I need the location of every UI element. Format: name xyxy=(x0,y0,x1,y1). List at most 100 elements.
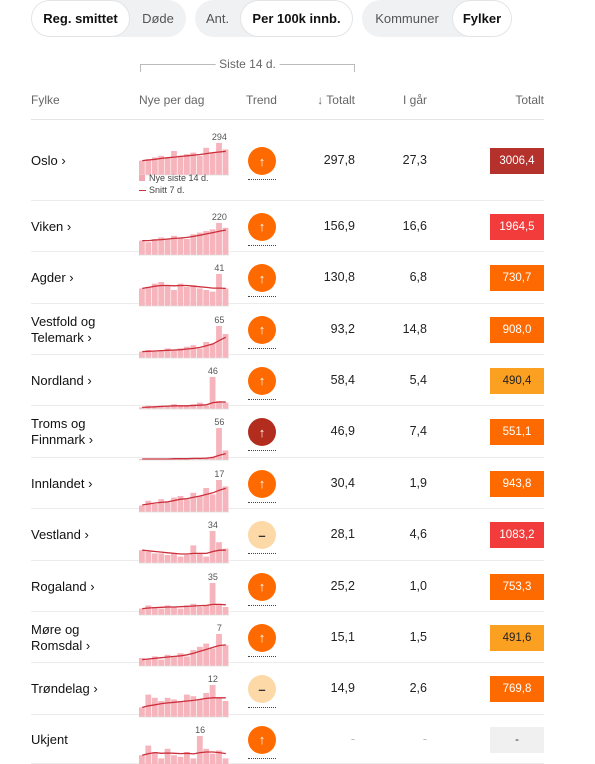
trend-flat-icon[interactable]: – xyxy=(248,521,276,549)
sparkline-bar xyxy=(203,748,210,764)
header-trend[interactable]: Trend xyxy=(246,93,277,107)
table-row[interactable]: Nordland › 46 ↑ 58,4 5,4 490,4 xyxy=(31,355,544,409)
sparkline-bar xyxy=(151,697,158,717)
sparkline-chart: 41 xyxy=(139,258,229,307)
table-row[interactable]: Agder › 41 ↑ 130,8 6,8 730,7 xyxy=(31,252,544,307)
toggle-option[interactable]: Per 100k innb. xyxy=(240,0,353,37)
table-row[interactable]: Vestland › 34 – 28,1 4,6 1083,2 xyxy=(31,509,544,564)
trend-up-icon[interactable]: ↑ xyxy=(248,147,276,175)
county-name-link[interactable]: Vestfold og Telemark › xyxy=(31,313,96,345)
sparkline-bar xyxy=(164,555,171,563)
legend-line-swatch xyxy=(139,190,146,192)
total-badge: 730,7 xyxy=(490,265,544,291)
table-row[interactable]: Troms og Finnmark › 56 ↑ 46,9 7,4 551,1 xyxy=(31,406,544,461)
header-fylke[interactable]: Fylke xyxy=(31,93,60,107)
sparkline-bar xyxy=(151,406,158,409)
trend-up-icon[interactable]: ↑ xyxy=(248,418,276,446)
sparkline-bar xyxy=(216,143,222,175)
county-name-link[interactable]: Møre og Romsdal › xyxy=(31,621,91,653)
trend-up-icon[interactable]: ↑ xyxy=(248,725,276,754)
table-row[interactable]: Møre og Romsdal › 7 ↑ 15,1 1,5 491,6 xyxy=(31,612,544,666)
trend-up-icon[interactable]: ↑ xyxy=(248,366,276,395)
sparkline-chart: 16 xyxy=(139,720,229,764)
table-row[interactable]: Viken › 220 ↑ 156,9 16,6 1964,5 xyxy=(31,201,544,255)
sparkline-bar xyxy=(177,155,184,175)
sparkline-bar xyxy=(196,288,203,306)
sparkline-bar xyxy=(158,659,165,666)
county-name-link[interactable]: Innlandet › xyxy=(31,475,93,491)
total-badge: 908,0 xyxy=(490,316,544,343)
sparkline-bar xyxy=(158,405,165,409)
sparkline-chart: 294 xyxy=(139,127,229,176)
sparkline-bar xyxy=(216,633,222,666)
trend-up-icon[interactable]: ↑ xyxy=(248,469,276,498)
sparkline-bar xyxy=(145,241,152,255)
county-name-link[interactable]: Ukjent xyxy=(31,731,68,747)
sparkline-bar xyxy=(158,155,165,175)
trend-up-icon[interactable]: ↑ xyxy=(248,264,276,292)
toggle-option[interactable]: Døde xyxy=(142,11,174,26)
table-row[interactable]: Innlandet › 17 ↑ 30,4 1,9 943,8 xyxy=(31,458,544,512)
toggle-group-0: Reg. smittet Døde xyxy=(31,0,186,37)
county-name-link[interactable]: Viken › xyxy=(31,218,72,234)
sparkline-bar xyxy=(209,493,216,512)
sparkline-bar xyxy=(177,283,184,306)
sparkline-bar xyxy=(203,147,210,175)
sparkline-legend: Nye siste 14 d. Snitt 7 d. xyxy=(139,172,209,196)
sparkline-svg: 12 xyxy=(139,674,229,718)
table-row[interactable]: Vestfold og Telemark › 65 ↑ 93,2 14,8 908,0 xyxy=(31,304,544,358)
toggle-option[interactable]: Reg. smittet xyxy=(31,0,130,37)
county-name-link[interactable]: Vestland › xyxy=(31,527,89,542)
trend-underline xyxy=(248,553,276,554)
total-badge: 1964,5 xyxy=(490,213,544,240)
sparkline-bar xyxy=(164,604,171,615)
sparkline-svg: 220 xyxy=(139,212,229,255)
toggle-option[interactable]: Kommuner xyxy=(375,11,439,26)
sparkline-chart: 34 xyxy=(139,515,229,564)
sparkline-bar xyxy=(177,405,184,409)
trend-flat-icon[interactable]: – xyxy=(248,675,276,703)
county-name-link[interactable]: Agder › xyxy=(31,270,74,285)
county-name-link[interactable]: Troms og Finnmark › xyxy=(31,416,94,447)
table-row[interactable]: Ukjent 16 ↑ - - - xyxy=(31,715,544,764)
sparkline-bar xyxy=(164,285,171,306)
sparkline-chart: 35 xyxy=(139,567,229,615)
trend-up-icon[interactable]: ↑ xyxy=(248,572,276,601)
total-badge: 1083,2 xyxy=(490,522,544,548)
sparkline-bar xyxy=(184,238,190,255)
toggle-option[interactable]: Ant. xyxy=(205,11,230,26)
header-totalt[interactable]: Totalt xyxy=(515,93,544,107)
trend-up-icon[interactable]: ↑ xyxy=(248,623,276,652)
trend-up-icon[interactable]: ↑ xyxy=(248,212,276,241)
per-100k-14d-value: 28,1 xyxy=(330,527,355,541)
sparkline-bar xyxy=(171,235,177,255)
county-name-link[interactable]: Trøndelag › xyxy=(31,681,98,696)
sparkline-bar xyxy=(209,343,216,358)
header-i-gaar[interactable]: I går xyxy=(402,93,427,107)
trend-underline xyxy=(248,244,276,246)
trend-up-icon[interactable]: ↑ xyxy=(248,315,276,344)
yesterday-value: 1,9 xyxy=(409,475,427,490)
table-row[interactable]: Trøndelag › 12 – 14,9 2,6 769,8 xyxy=(31,663,544,718)
sparkline-bar xyxy=(222,288,229,306)
sparkline-bar xyxy=(158,349,165,358)
table-row[interactable]: Rogaland › 35 ↑ 25,2 1,0 753,3 xyxy=(31,561,544,615)
sparkline-bar xyxy=(158,553,165,563)
sparkline-bar xyxy=(216,603,222,615)
sparkline-average-line xyxy=(142,697,226,709)
sparkline-bar xyxy=(171,403,177,409)
sparkline-bar xyxy=(196,553,203,563)
header-nye-per-dag[interactable]: Nye per dag xyxy=(139,93,205,107)
per-100k-14d-value: 130,8 xyxy=(323,270,355,284)
toggle-option[interactable]: Fylker xyxy=(452,0,512,37)
header-totalt-sorted[interactable]: ↓ Totalt xyxy=(317,93,355,107)
sparkline-bar xyxy=(190,403,197,409)
sparkline-bar xyxy=(222,402,229,409)
county-name-link[interactable]: Oslo › xyxy=(31,153,66,168)
sparkline-bar xyxy=(222,606,229,615)
table-row[interactable]: Oslo › 294 Nye siste 14 d. Snitt 7 d. ↑ 297,8… xyxy=(31,121,544,201)
sparkline-bar xyxy=(184,694,190,717)
sparkline-average-line xyxy=(142,284,226,290)
county-name-link[interactable]: Nordland › xyxy=(31,372,92,388)
county-name-link[interactable]: Rogaland › xyxy=(31,578,95,594)
